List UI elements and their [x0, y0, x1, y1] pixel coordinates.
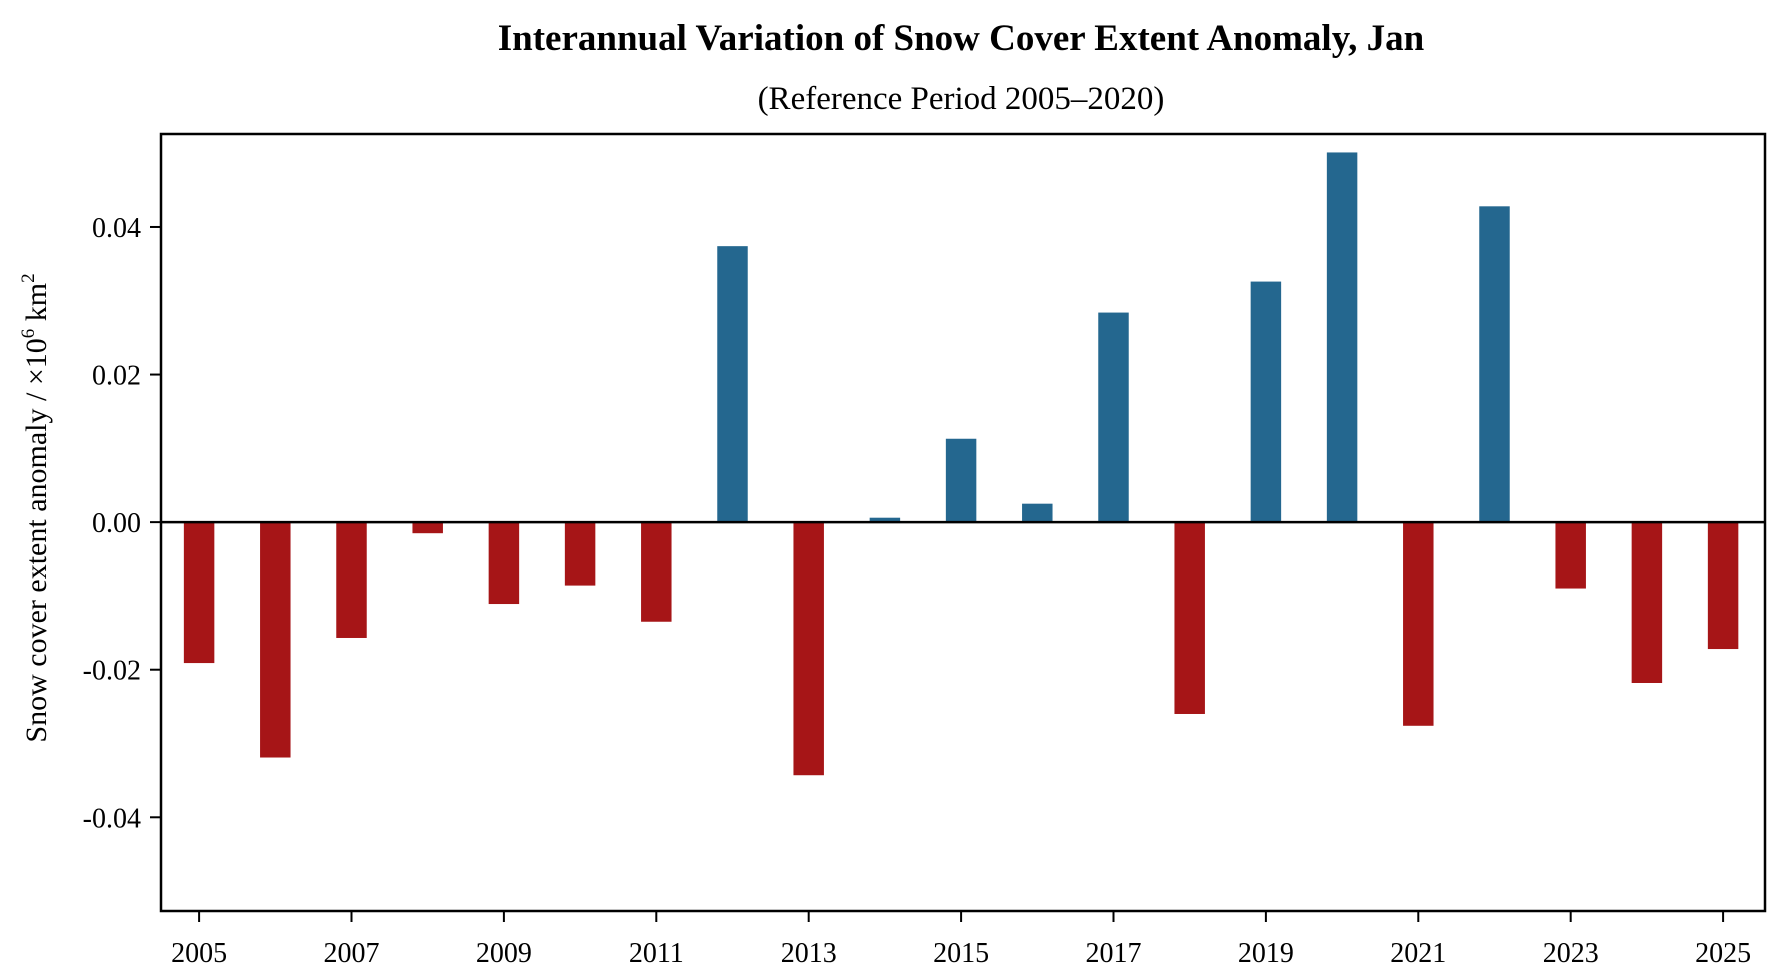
y-axis-ticks: -0.04 -0.02 0.00 0.02 0.04 — [83, 213, 161, 834]
bar-2011 — [641, 522, 672, 622]
x-tick-label: 2019 — [1238, 938, 1294, 969]
bar-2008 — [412, 522, 443, 534]
chart-title: Interannual Variation of Snow Cover Exte… — [498, 18, 1425, 59]
bar-2005 — [183, 522, 215, 664]
x-tick-label: 2025 — [1695, 938, 1751, 969]
x-tick-label: 2015 — [933, 938, 989, 969]
bar-2022 — [1479, 206, 1510, 523]
bar-2019 — [1250, 281, 1282, 523]
x-tick-label: 2013 — [781, 938, 837, 969]
x-tick-label: 2007 — [323, 938, 379, 969]
bar-2013 — [793, 522, 824, 776]
bar-2009 — [488, 522, 520, 605]
y-axis-label-sup1: 6 — [18, 329, 39, 339]
bar-2023 — [1555, 522, 1586, 589]
bar-2016 — [1022, 503, 1053, 523]
y-tick-label: 0.02 — [92, 361, 141, 392]
x-tick-label: 2005 — [171, 938, 227, 969]
bar-2021 — [1403, 522, 1434, 726]
x-tick-label: 2017 — [1085, 938, 1141, 969]
bar-2018 — [1174, 522, 1205, 714]
bar-2024 — [1631, 522, 1663, 683]
bar-2025 — [1707, 522, 1739, 650]
bar-2010 — [564, 522, 596, 586]
y-tick-label: 0.04 — [92, 213, 141, 244]
y-tick-label: -0.02 — [83, 656, 141, 687]
bar-2020 — [1326, 152, 1358, 523]
bar-2012 — [717, 246, 748, 523]
y-axis-label-text: Snow cover extent anomaly / ×10 — [20, 338, 53, 742]
x-tick-label: 2011 — [629, 938, 684, 969]
y-axis-label-sup2: 2 — [18, 273, 39, 283]
x-tick-label: 2009 — [476, 938, 532, 969]
x-tick-label: 2023 — [1543, 938, 1599, 969]
bar-2007 — [336, 522, 367, 638]
x-axis-ticks: 2005 2007 2009 2011 2013 2015 2017 2019 2021 2023… — [171, 911, 1751, 969]
y-tick-label: -0.04 — [83, 803, 141, 834]
chart-subtitle: (Reference Period 2005–2020) — [758, 81, 1165, 117]
y-tick-label: 0.00 — [92, 508, 141, 539]
bar-2017 — [1098, 312, 1129, 523]
y-axis-label-unit: km — [20, 283, 53, 329]
bar-2015 — [945, 438, 977, 523]
plot-frame — [159, 132, 1767, 913]
bars-group — [183, 152, 1739, 776]
y-axis-label: Snow cover extent anomaly / ×106 km2 — [18, 273, 53, 742]
bar-2006 — [260, 522, 291, 758]
bar-2014 — [869, 517, 901, 523]
x-tick-label: 2021 — [1390, 938, 1446, 969]
